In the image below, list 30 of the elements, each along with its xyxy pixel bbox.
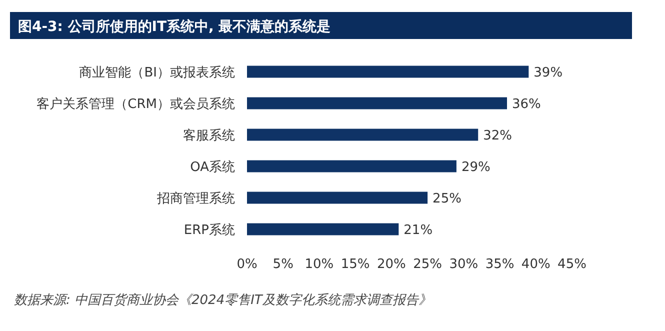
data-label: 32% [483, 128, 512, 144]
x-tick-label: 20% [376, 257, 406, 272]
data-label: 39% [534, 65, 563, 80]
x-tick-label: 10% [304, 257, 334, 272]
x-tick-label: 35% [485, 257, 514, 272]
data-label: 25% [432, 191, 462, 206]
bar [247, 192, 428, 204]
y-tick-label: 客户关系管理（CRM）或会员系统 [36, 96, 235, 112]
x-tick-label: 30% [449, 257, 478, 272]
x-tick-label: 45% [558, 257, 586, 272]
x-tick-label: 40% [521, 257, 550, 272]
y-tick-label: 客服系统 [183, 127, 235, 144]
bar [247, 128, 478, 141]
data-label: 21% [404, 222, 433, 238]
chart-title: 图4-3: 公司所使用的IT系统中, 最不满意的系统是 [18, 18, 331, 35]
bar [247, 223, 399, 236]
x-tick-label: 5% [272, 257, 294, 272]
y-tick-label: 招商管理系统 [156, 191, 235, 206]
bar [247, 160, 456, 172]
y-tick-label: OA系统 [190, 160, 235, 175]
bar [247, 97, 507, 110]
x-tick-label: 0% [236, 257, 258, 272]
x-tick-label: 25% [413, 257, 442, 272]
x-tick-label: 15% [340, 257, 370, 272]
source-note: 数据来源: 中国百货商业协会《2024零售IT及数字化系统需求调查报告》 [14, 292, 432, 308]
y-tick-label: ERP系统 [184, 222, 235, 238]
bar [247, 66, 529, 78]
y-tick-label: 商业智能（BI）或报表系统 [79, 65, 235, 80]
data-label: 36% [512, 96, 541, 112]
data-label: 29% [461, 160, 490, 175]
